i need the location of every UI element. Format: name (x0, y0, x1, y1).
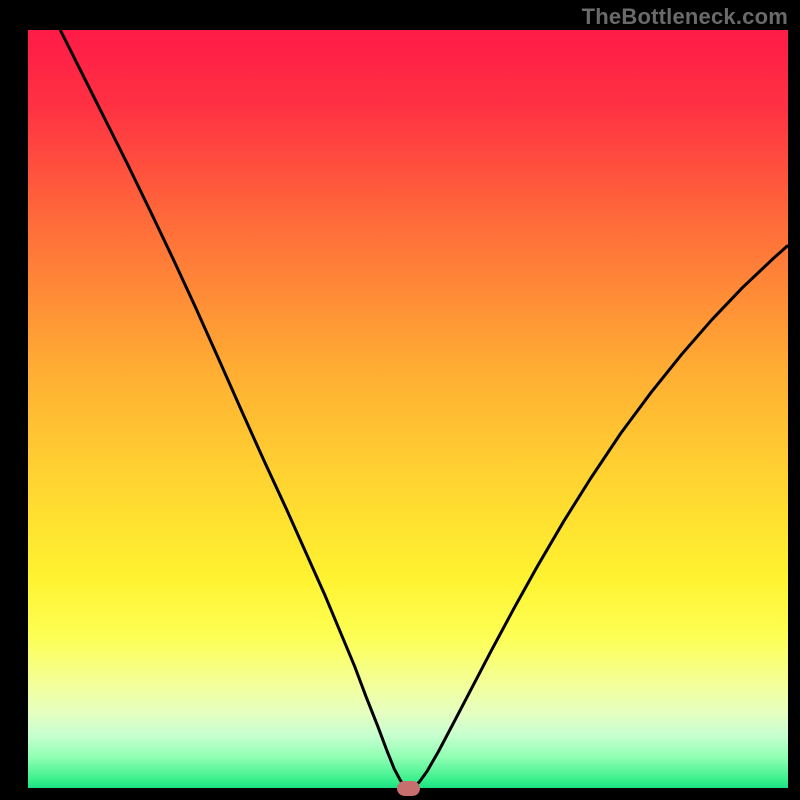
plot-area (28, 30, 788, 788)
chart-frame: TheBottleneck.com (0, 0, 800, 800)
watermark-text: TheBottleneck.com (582, 4, 788, 30)
minimum-marker (397, 781, 420, 796)
bottleneck-curve (28, 30, 788, 788)
